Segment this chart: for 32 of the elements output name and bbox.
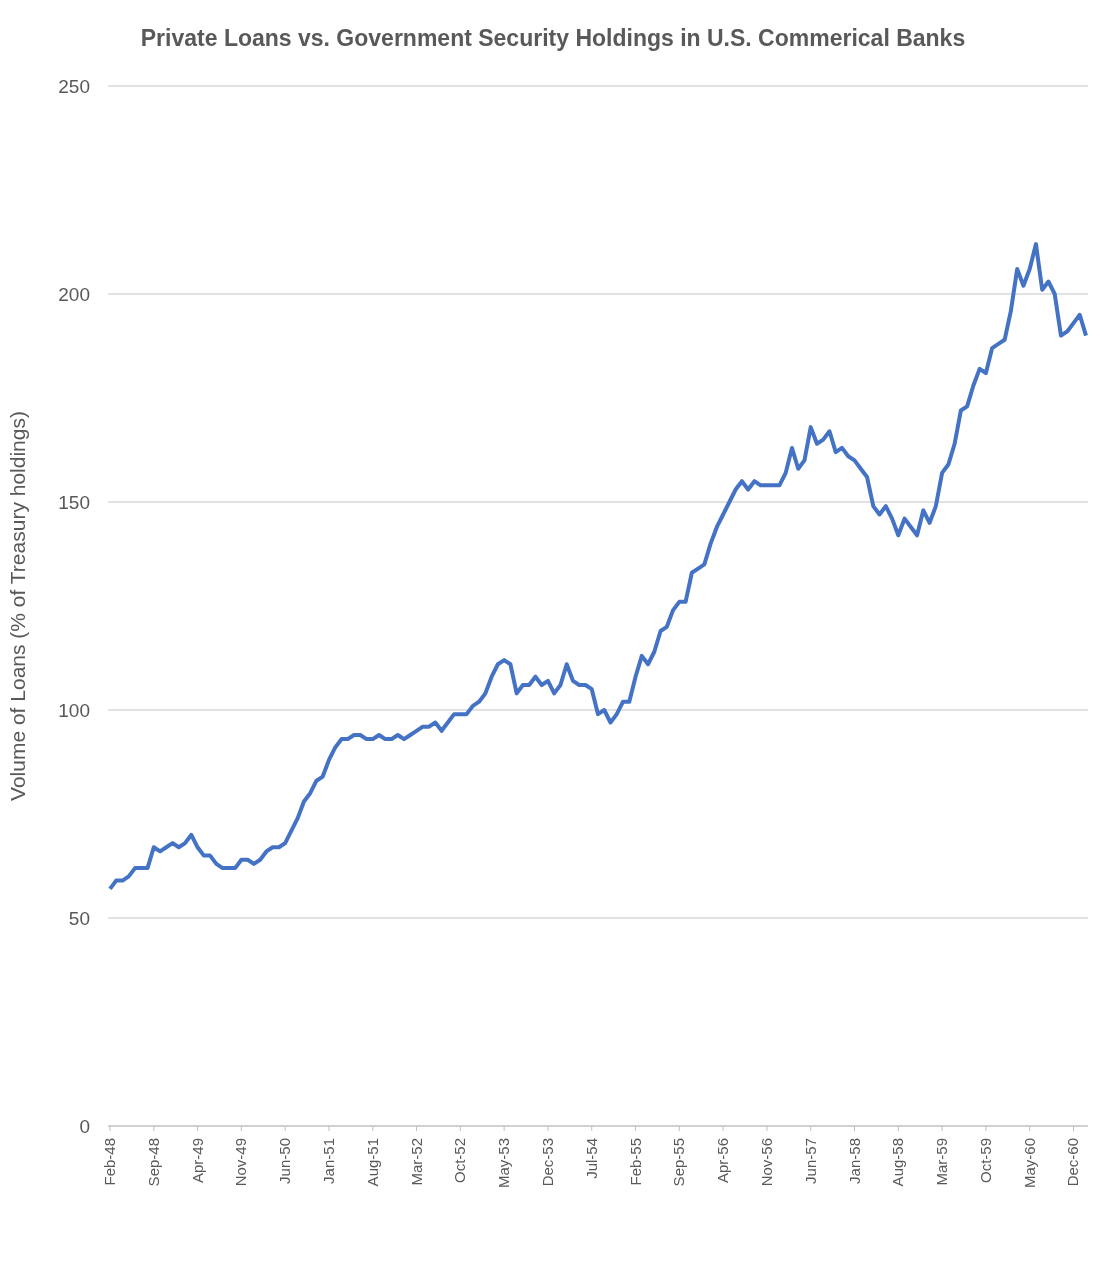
x-tick-label: Feb-48 [101, 1138, 118, 1186]
x-tick-label: Feb-55 [626, 1138, 644, 1186]
y-tick-label: 150 [58, 491, 90, 513]
y-tick-label: 100 [58, 699, 90, 721]
x-tick-label: Sep-48 [144, 1138, 162, 1187]
x-tick-label: Dec-60 [1064, 1138, 1082, 1187]
x-tick-label: Jun-57 [801, 1138, 819, 1184]
y-tick-label: 250 [58, 75, 90, 97]
y-tick-label: 200 [58, 283, 90, 305]
x-tick-label: Nov-49 [232, 1138, 250, 1187]
x-tick-label: Aug-51 [363, 1138, 381, 1187]
x-tick-label: Nov-56 [757, 1138, 775, 1187]
x-tick-label: Mar-52 [407, 1138, 425, 1186]
x-tick-label: Mar-59 [933, 1138, 951, 1186]
x-tick-label: Jan-51 [319, 1138, 337, 1184]
x-tick-label: Apr-56 [714, 1138, 732, 1184]
x-tick-label: Dec-53 [538, 1138, 556, 1187]
x-tick-label: May-53 [495, 1138, 513, 1189]
x-tick-label: Jul-54 [582, 1138, 600, 1179]
x-tick-label: Sep-55 [670, 1138, 688, 1187]
x-tick-label: May-60 [1020, 1138, 1038, 1189]
x-tick-label: Jan-58 [845, 1138, 863, 1184]
x-tick-label: Jun-50 [276, 1138, 294, 1184]
chart-title: Private Loans vs. Government Security Holdings in U.S. Commerical Banks [139, 24, 967, 53]
x-tick-label: Oct-52 [451, 1138, 469, 1184]
x-tick-label: Apr-49 [188, 1138, 206, 1184]
x-tick-label: Oct-59 [976, 1138, 994, 1184]
y-axis-title: Volume of Loans (% of Treasury holdings) [6, 411, 30, 801]
y-tick-label: 0 [79, 1115, 90, 1137]
line-series [108, 242, 1088, 891]
x-tick-label: Aug-58 [889, 1138, 907, 1187]
y-tick-label: 50 [68, 907, 90, 929]
